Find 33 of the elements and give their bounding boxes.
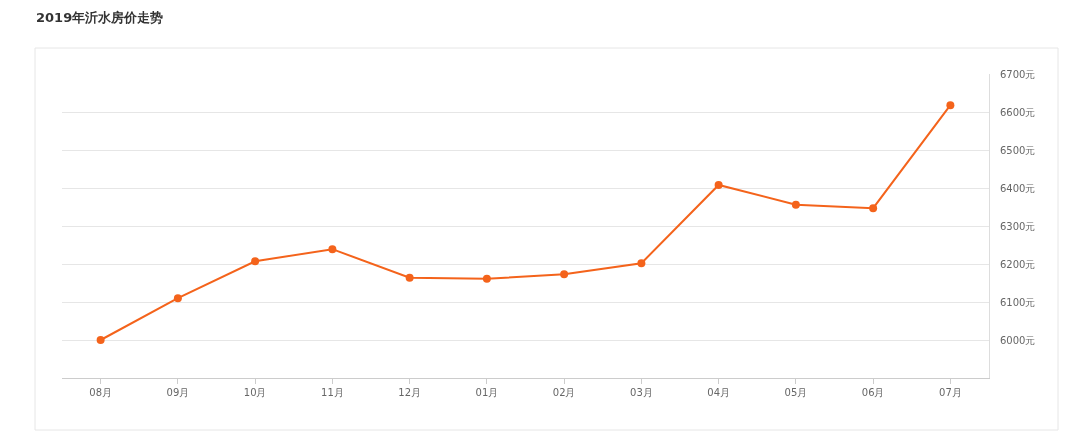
point: [251, 257, 260, 266]
point: [173, 294, 182, 303]
point: [560, 270, 569, 279]
x-tick-label: 05月: [784, 387, 808, 398]
x-tick-label: 07月: [939, 387, 962, 398]
point: [405, 273, 414, 282]
x-tick-label: 12月: [398, 387, 421, 398]
x-tick-label: 02月: [552, 387, 576, 398]
point: [946, 101, 955, 110]
y-tick-label: 6700元: [1000, 68, 1036, 80]
y-tick-label: 6400元: [1000, 182, 1036, 194]
y-tick-label: 6000元: [1000, 334, 1036, 346]
x-tick-label: 04月: [707, 387, 730, 398]
x-tick-label: 06月: [861, 387, 885, 398]
point: [637, 259, 646, 268]
y-tick-label: 6300元: [1000, 220, 1036, 232]
point: [482, 274, 491, 283]
point: [791, 200, 800, 209]
y-tick-label: 6600元: [1000, 106, 1036, 118]
y-tick-label: 6100元: [1000, 296, 1036, 308]
x-tick-label: 11月: [321, 387, 344, 398]
point: [869, 204, 878, 213]
x-tick-label: 03月: [630, 387, 653, 398]
y-tick-label: 6500元: [1000, 144, 1036, 156]
x-tick-label: 10月: [243, 387, 267, 398]
chart-title: 2019年沂水房价走势: [36, 9, 164, 25]
y-tick-label: 6200元: [1000, 258, 1036, 270]
x-tick-label: 01月: [475, 387, 499, 398]
point: [328, 245, 337, 254]
x-tick-label: 08月: [89, 387, 112, 398]
x-tick-label: 09月: [166, 387, 190, 398]
point: [96, 336, 105, 344]
point: [714, 180, 723, 189]
